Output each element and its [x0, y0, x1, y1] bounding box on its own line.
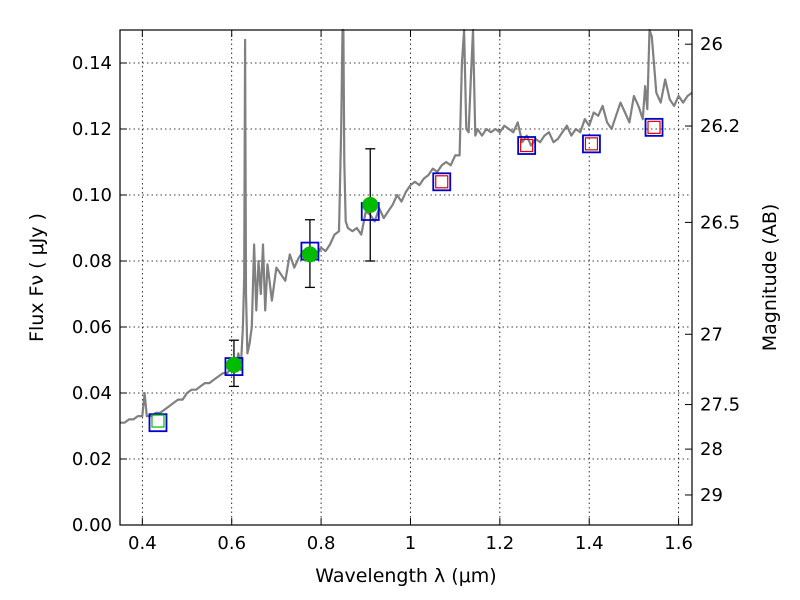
y-tick-label: 0.02	[72, 449, 112, 470]
x-tick-label: 1.6	[664, 533, 693, 554]
x-tick-label: 1.2	[486, 533, 515, 554]
observed-point-marker	[151, 414, 165, 428]
y-axis-title: Flux Fν ( μJy )	[26, 213, 48, 342]
y-tick-label: 0.00	[72, 515, 112, 536]
model-point-square	[148, 413, 168, 433]
upper-limit-square	[647, 120, 661, 134]
x-axis-title: Wavelength λ (μm)	[315, 565, 496, 587]
ticks-layer: 0.4 0.6 0.8 1 1.2 1.4 1.6 0.00 0.02 0.04 0.06 0.08 0…	[72, 30, 740, 554]
x-tick-label: 0.4	[128, 533, 157, 554]
x-tick-label: 1	[405, 533, 416, 554]
observed-point-marker	[225, 356, 242, 373]
x-tick-label: 0.6	[217, 533, 246, 554]
y-tick-label: 0.08	[72, 251, 112, 272]
model-point-square	[582, 134, 601, 154]
model-point-square	[517, 136, 537, 155]
y-tick-label: 0.10	[72, 185, 112, 206]
model-point-square	[644, 117, 664, 137]
right-tick-label: 26	[700, 34, 723, 55]
upper-limit-square	[520, 138, 534, 153]
x-tick-label: 1.4	[575, 533, 604, 554]
spectrum-line	[120, 28, 693, 424]
plot-frame	[119, 29, 693, 526]
right-tick-label: 27.5	[700, 395, 740, 416]
model-point-square	[432, 172, 452, 192]
right-axis-title: Magnitude (AB)	[759, 204, 781, 352]
right-tick-label: 26.5	[700, 212, 740, 233]
right-tick-label: 27	[700, 324, 723, 345]
observed-point-marker	[301, 246, 318, 263]
right-tick-label: 28	[700, 439, 723, 460]
y-tick-label: 0.06	[72, 317, 112, 338]
grid-lines	[120, 30, 692, 526]
right-tick-label: 26.2	[700, 116, 740, 137]
right-tick-label: 29	[700, 485, 723, 506]
spectrum-layer	[120, 28, 693, 424]
y-tick-label: 0.14	[72, 53, 112, 74]
x-tick-label: 0.8	[307, 533, 336, 554]
y-tick-label: 0.12	[72, 119, 112, 140]
upper-limit-square	[584, 137, 599, 151]
points-layer	[148, 117, 664, 433]
error-bar-layer	[228, 148, 376, 388]
observed-point-marker	[362, 196, 379, 213]
upper-limit-square	[435, 175, 449, 189]
y-tick-label: 0.04	[72, 383, 112, 404]
